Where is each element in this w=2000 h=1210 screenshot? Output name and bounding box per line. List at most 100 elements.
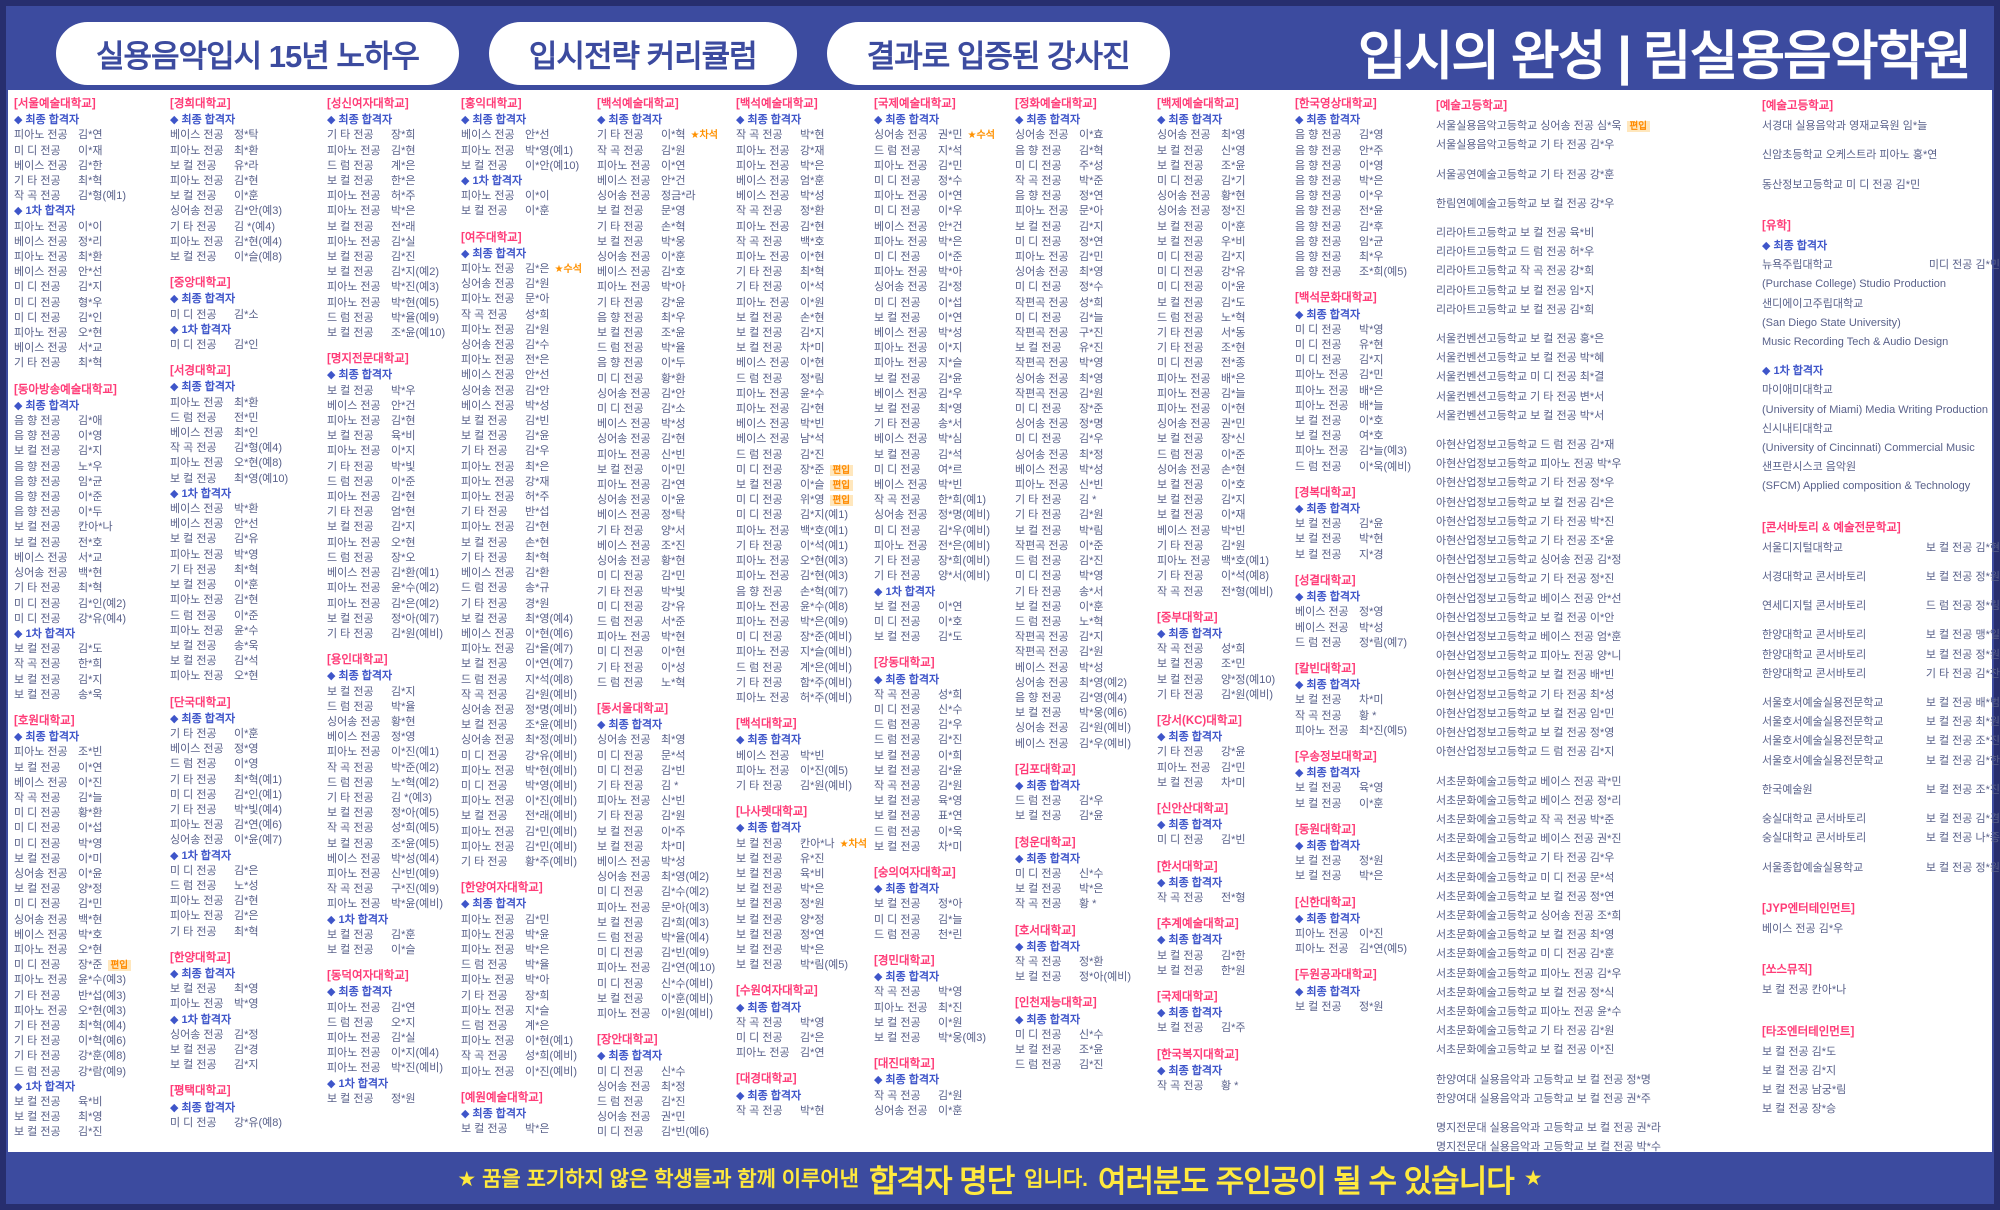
entry-row: 피아노 전공 이*진(예5) xyxy=(736,764,872,779)
entry-group: 미 디 전공 신*수 싱어송 전공 최*정 드 럼 전공 김*진 싱어송 전공 권*민 미 디 … xyxy=(597,1065,735,1141)
school-header: [동서울대학교] xyxy=(597,702,669,715)
entry-name: 박*은 xyxy=(800,883,825,896)
entry-name: 장*준 xyxy=(800,463,825,476)
entry-name: 김*도 xyxy=(938,631,963,644)
entry-row: 드 럼 전공 계*은 xyxy=(327,159,457,174)
entry-group: 한양대학교 콘서바토리 보 컬 전공 맹*일 한양대학교 콘서바토리 보 컬 전공 정… xyxy=(1762,626,2000,684)
entry-major: 보 컬 전공 xyxy=(327,943,374,956)
entry-major: 보 컬 전공 xyxy=(170,190,217,203)
entry-name: 육*영 xyxy=(938,795,963,808)
entry-name: 김*도 xyxy=(1221,296,1246,309)
entry-major: 보 컬 전공 xyxy=(736,327,783,340)
entry-row: 보 컬 전공 손*현 xyxy=(736,311,872,326)
entry-name: 이*호 xyxy=(1221,479,1246,492)
entry-major: 베이스 전공 xyxy=(1157,524,1211,537)
entry-name: 최*우 xyxy=(661,311,686,324)
entry-row: 보 컬 전공 송*욱 xyxy=(14,688,166,703)
section-label: ◆ 최종 합격자 xyxy=(170,712,236,725)
entry-row: 베이스 전공 김*우 xyxy=(1762,920,2000,939)
entry-major: 기 타 전공 xyxy=(14,1019,61,1032)
entry-row: 드 럼 전공 지*석 xyxy=(874,144,1012,159)
entry-group: 작 곡 전공 정*환 보 컬 전공 정*아(예비) xyxy=(1015,955,1155,985)
entry-name: 김*지 xyxy=(78,281,103,294)
entry-name: 박*아 xyxy=(938,266,963,279)
entry-name: 김*현 xyxy=(234,895,259,908)
entry-name: 김*영 xyxy=(1359,129,1384,142)
entry-row: 피아노 전공 최*환 xyxy=(14,250,166,265)
entry-name: 지*석(예8) xyxy=(525,673,574,686)
entry-row: 피아노 전공 이*현 xyxy=(1157,402,1293,417)
entry-name: 이*훈 xyxy=(234,579,259,592)
entry-name: 전*윤 xyxy=(1359,205,1384,218)
entry-name: 최*혁 xyxy=(800,266,825,279)
entry-group: 서울종합예술실용학교 보 컬 전공 정*원 xyxy=(1762,859,2000,878)
entry-major: 보 컬 전공 xyxy=(14,761,61,774)
entry-name: 성*희 xyxy=(938,688,963,701)
entry-major: 작 곡 전공 xyxy=(1157,643,1204,656)
entry-row: 피아노 전공 이*현 xyxy=(736,250,872,265)
entry-name: 강*람(예9) xyxy=(78,1065,127,1078)
entry-major: 미 디 전공 xyxy=(170,1116,217,1129)
entry-major-name: 기 타 전공 김*찬 xyxy=(1925,667,2000,680)
entry-name: 이*두 xyxy=(661,357,686,370)
entry-major: 기 타 전공 xyxy=(597,524,644,537)
entry-row: 미 디 전공 김*늘 xyxy=(874,913,1012,928)
entry-group: 보 컬 전공 김*윤 보 컬 전공 박*현 보 컬 전공 지*경 xyxy=(1295,517,1453,563)
entry-major: 미 디 전공 xyxy=(461,779,508,792)
entry-group: 드 럼 전공 김*우 보 컬 전공 김*윤 xyxy=(1015,794,1155,824)
entry-row: 보 컬 전공 지*경 xyxy=(1295,548,1453,563)
entry-major: 음 향 전공 xyxy=(1015,190,1062,203)
section-label: ◆ 최종 합격자 xyxy=(736,734,802,747)
entry-name: 유*진 xyxy=(800,852,825,865)
entry-major: 피아노 전공 xyxy=(461,764,515,777)
entry-row: 드 럼 전공 박*율 xyxy=(461,958,594,973)
entry-row: 기 타 전공 경*원 xyxy=(461,597,594,612)
entry-group: 기 타 전공 이*혁 ★차석 작 곡 전공 김*원 피아노 전공 이*연 베이스 전공 안*건 싱… xyxy=(597,128,735,691)
entry-major: 피아노 전공 xyxy=(736,615,790,628)
entry-group: 보 컬 전공 정*원 xyxy=(327,1092,457,1107)
entry-name: 정*영 xyxy=(234,743,259,756)
rank-star-badge: ★수석 xyxy=(554,264,582,276)
entry-row: 기 타 전공 최*혁 xyxy=(461,551,594,566)
entry-group: 미 디 전공 김*은 드 럼 전공 노*성 피아노 전공 김*현 피아노 전공 김*은 기 타 … xyxy=(170,864,323,940)
entry-text: 서초문화예술고등학교 피아노 전공 윤*수 xyxy=(1436,1005,1622,1018)
entry-row: 드 럼 전공 노*혁 xyxy=(1157,311,1293,326)
school-block: [우송정보대학교] ◆ 최종 합격자 보 컬 전공 육*영 보 컬 전공 이*훈 xyxy=(1295,750,1453,812)
entry-name: 이*욱 xyxy=(938,825,963,838)
entry-row: 보 컬 전공 김*도 xyxy=(14,642,166,657)
entry-row: 보 컬 전공 이*연 xyxy=(874,311,1012,326)
entry-major: 베이스 전공 xyxy=(14,551,68,564)
entry-name: 권*민 xyxy=(938,129,963,142)
entry-name: 양*정 xyxy=(800,913,825,926)
school-block: [정화예술대학교] ◆ 최종 합격자 싱어송 전공 이*효 음 향 전공 김*혁 미 디 전… xyxy=(1015,97,1155,752)
school-header: [대진대학교] xyxy=(874,1058,935,1071)
entry-row: 싱어송 전공 김*정 xyxy=(874,280,1012,295)
entry-row: 음 향 전공 박*은 xyxy=(1295,174,1453,189)
entry-major: 음 향 전공 xyxy=(1015,691,1062,704)
entry-row: 보 컬 전공 이*호 xyxy=(1295,414,1453,429)
entry-major: 작 곡 전공 xyxy=(874,688,921,701)
entry-row: 싱어송 전공 백*현 xyxy=(14,566,166,581)
entry-name: 최*영 xyxy=(234,983,259,996)
entry-major: 기 타 전공 xyxy=(1157,570,1204,583)
entry-text: 서초문화예술고등학교 싱어송 전공 조*희 xyxy=(1436,909,1622,922)
entry-major: 보 컬 전공 xyxy=(1295,870,1342,883)
entry-major: 보 컬 전공 xyxy=(327,251,374,264)
entry-row: 피아노 전공 이*지 xyxy=(874,341,1012,356)
entry-name: 이*원 xyxy=(800,296,825,309)
entry-major: 음 향 전공 xyxy=(1295,159,1342,172)
section-label: ◆ 최종 합격자 xyxy=(874,971,940,984)
entry-row: 작 곡 전공 구*진(예9) xyxy=(327,882,457,897)
entry-row: 작 곡 전공 백*호 xyxy=(736,235,872,250)
school-block: [평택대학교] ◆ 최종 합격자 미 디 전공 강*유(예8) xyxy=(170,1084,323,1131)
entry-major: 미 디 전공 xyxy=(597,600,644,613)
footer-highlight-text: 여러분도 주인공이 될 수 있습니다 xyxy=(1098,1163,1515,1199)
entry-major: 피아노 전공 xyxy=(597,159,651,172)
entry-row: 보 컬 전공 김*윤 xyxy=(1015,809,1155,824)
entry-row: 피아노 전공 오*현 xyxy=(14,943,166,958)
entry-major: 싱어송 전공 xyxy=(597,190,651,203)
entry-name: 전*형(예비) xyxy=(1221,585,1274,598)
entry-name: 김*원(예비) xyxy=(800,779,853,792)
entry-row: 피아노 전공 김*민 xyxy=(1015,250,1155,265)
entry-name: 김*우 xyxy=(938,719,963,732)
